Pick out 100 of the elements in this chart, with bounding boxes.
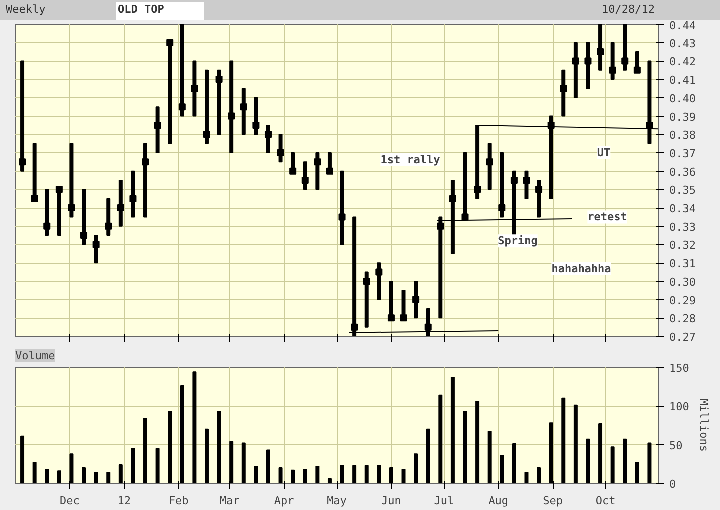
point	[130, 195, 137, 202]
bar	[291, 470, 296, 484]
point	[228, 112, 236, 120]
y-tick-label: 0.36	[670, 166, 696, 179]
point	[376, 268, 383, 276]
bar	[414, 454, 418, 484]
y-tick-label: 0.31	[670, 258, 696, 271]
bar	[352, 465, 357, 484]
point	[510, 177, 518, 184]
point	[216, 76, 223, 84]
point	[44, 222, 51, 230]
annotation: 1st rally	[380, 154, 441, 166]
point	[264, 131, 272, 138]
point	[622, 58, 629, 65]
annotation: Spring	[498, 234, 538, 248]
y-tick-label: 0.35	[670, 184, 696, 198]
bar	[377, 465, 382, 484]
bar	[32, 462, 37, 484]
bar	[144, 418, 148, 484]
point	[400, 314, 408, 322]
annotation: retest	[588, 210, 628, 224]
y-tick-label: 0.44	[670, 20, 696, 32]
bar	[610, 446, 615, 484]
point	[166, 39, 174, 46]
x-tick-label: Sep	[543, 494, 564, 508]
bar	[205, 70, 209, 144]
bar	[623, 438, 628, 484]
point	[572, 58, 580, 65]
point	[597, 48, 604, 56]
x-tick-label: Apr	[274, 494, 295, 508]
bar	[254, 466, 258, 484]
y-tick-label: 0.39	[670, 110, 696, 124]
bar	[230, 60, 234, 154]
point	[609, 66, 616, 74]
bar	[598, 423, 603, 484]
x-tick-label: Mar	[220, 494, 240, 508]
point	[486, 158, 494, 166]
point	[105, 222, 112, 230]
y-tick-label: 0.29	[670, 294, 696, 308]
point	[462, 214, 469, 221]
point	[302, 177, 309, 184]
point	[117, 204, 124, 212]
y-tick-label: 0.32	[670, 239, 696, 252]
y-tick-label: 0.27	[670, 331, 696, 344]
point	[142, 158, 150, 166]
bar	[20, 60, 25, 172]
point	[412, 296, 420, 304]
bar	[20, 436, 25, 484]
point	[584, 58, 592, 65]
bar	[316, 466, 320, 484]
bar	[144, 143, 148, 218]
x-tick-label: May	[327, 494, 348, 508]
x-tick-label: Dec	[60, 494, 80, 508]
y-tick-label: 0.43	[670, 37, 696, 50]
bar	[512, 444, 516, 484]
y-tick-label: 0.38	[670, 129, 696, 142]
point	[56, 186, 63, 194]
bar	[476, 401, 480, 484]
point	[277, 149, 284, 156]
text: OLD TOP	[116, 2, 204, 20]
y-tick-label: 150	[670, 362, 690, 375]
x-tick-label: Jul	[434, 494, 454, 508]
point	[314, 158, 322, 166]
bar	[488, 431, 492, 484]
bar	[402, 469, 406, 484]
bar	[45, 469, 50, 484]
point	[80, 232, 88, 240]
point	[178, 104, 186, 111]
x-tick-label: Feb	[168, 494, 189, 508]
point	[351, 324, 358, 331]
point	[68, 204, 76, 212]
y-tick-label: 0.37	[670, 147, 696, 160]
x-tick-label: Oct	[596, 494, 616, 508]
y-tick-label: 100	[670, 400, 690, 414]
point	[474, 186, 482, 194]
text: 10/28/12	[602, 2, 655, 18]
bar	[524, 472, 529, 484]
bar	[205, 428, 209, 484]
y-tick-label: 0.33	[670, 220, 696, 234]
point	[437, 222, 444, 230]
point	[363, 278, 370, 285]
y-tick-label: 0.41	[670, 74, 696, 88]
bar	[328, 478, 332, 484]
x-tick-label: 12	[118, 494, 132, 508]
bar	[82, 468, 86, 484]
y-tick-label: 0.42	[670, 56, 696, 69]
point	[536, 186, 543, 194]
y-tick-label: 50	[670, 439, 683, 452]
bar	[450, 377, 455, 484]
bar	[340, 170, 344, 246]
bar	[180, 24, 184, 117]
point	[523, 177, 530, 184]
y-axis-title: Millions	[697, 399, 710, 452]
point	[203, 131, 210, 138]
bar	[648, 442, 652, 484]
y-tick-label: 0.34	[670, 202, 696, 216]
bar	[168, 411, 172, 484]
point	[290, 168, 297, 175]
bar	[635, 462, 640, 484]
point	[31, 195, 38, 202]
